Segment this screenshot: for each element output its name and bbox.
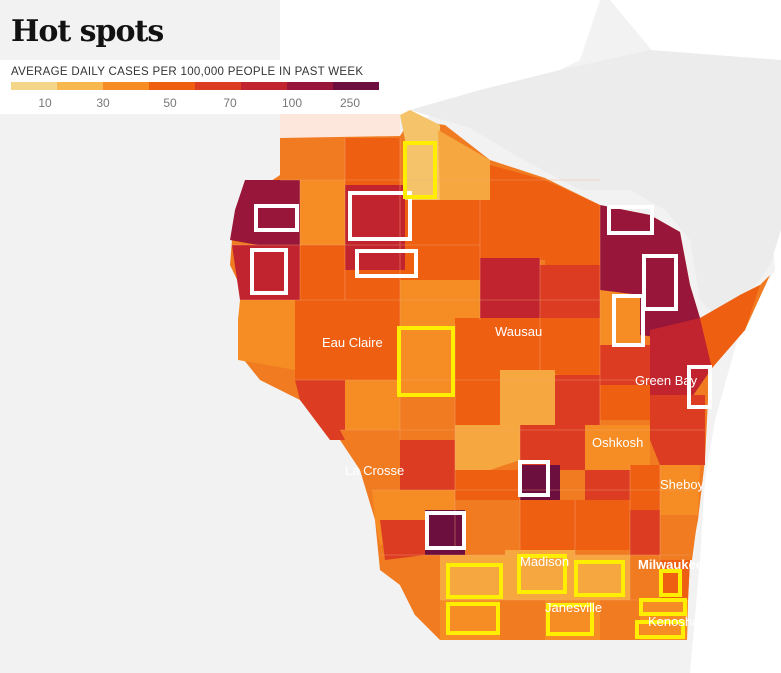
- county-fills: [230, 110, 760, 640]
- highlight-box: [425, 511, 466, 550]
- city-label-wausau: Wausau: [495, 324, 542, 339]
- city-label-janesville: Janesville: [545, 600, 602, 615]
- highlight-box: [687, 365, 712, 409]
- legend-swatch: [11, 82, 57, 90]
- city-label-sheboygan: Sheboygan: [660, 477, 726, 492]
- legend-tick: 50: [163, 96, 177, 110]
- highlight-box: [517, 554, 567, 594]
- highlight-box: [348, 191, 412, 241]
- legend-tick: 100: [281, 96, 303, 110]
- city-label-milwaukee: Milwaukee: [638, 557, 703, 572]
- apostle-islands-shade: [280, 110, 400, 140]
- highlight-box: [446, 563, 503, 599]
- city-label-oshkosh: Oshkosh: [592, 435, 643, 450]
- legend-label: AVERAGE DAILY CASES PER 100,000 PEOPLE I…: [11, 66, 364, 78]
- highlight-box: [397, 326, 455, 397]
- other-highlights: [397, 141, 687, 639]
- rising-highlights: [250, 191, 712, 550]
- legend-tick: 250: [339, 96, 361, 110]
- highlight-box: [254, 204, 299, 232]
- highlight-box: [546, 603, 594, 636]
- city-label-madison: Madison: [520, 554, 569, 569]
- city-label-eau-claire: Eau Claire: [322, 335, 383, 350]
- city-label-kenosha: Kenosha: [648, 614, 700, 629]
- highlight-box: [403, 141, 437, 199]
- highlight-box: [518, 460, 550, 497]
- legend-tick: 30: [96, 96, 110, 110]
- page-title: Hot spots: [11, 14, 164, 49]
- city-label-la-crosse: La Crosse: [345, 463, 404, 478]
- highlight-box: [250, 248, 288, 295]
- highlight-box: [355, 249, 418, 278]
- legend-swatch: [149, 82, 195, 90]
- highlight-box: [635, 620, 685, 639]
- legend-swatch: [287, 82, 333, 90]
- legend-tick: 10: [38, 96, 52, 110]
- city-labels: Eau Claire Wausau Green Bay Oshkosh La C…: [322, 324, 726, 629]
- highlight-box: [607, 205, 654, 235]
- legend-swatch: [195, 82, 241, 90]
- highlight-box: [612, 294, 645, 347]
- legend-swatch: [103, 82, 149, 90]
- highlight-box: [642, 254, 678, 311]
- legend-color-scale: [11, 82, 379, 90]
- upper-peninsula: [410, 50, 781, 320]
- legend-swatch: [241, 82, 287, 90]
- legend-tick: 70: [223, 96, 237, 110]
- city-label-green-bay: Green Bay: [635, 373, 698, 388]
- highlight-box: [659, 569, 682, 597]
- legend-swatch: [333, 82, 379, 90]
- legend-swatch: [57, 82, 103, 90]
- highlight-box: [446, 602, 500, 635]
- lake-michigan: [610, 0, 781, 673]
- highlight-box: [574, 560, 625, 597]
- highlight-box: [639, 598, 687, 616]
